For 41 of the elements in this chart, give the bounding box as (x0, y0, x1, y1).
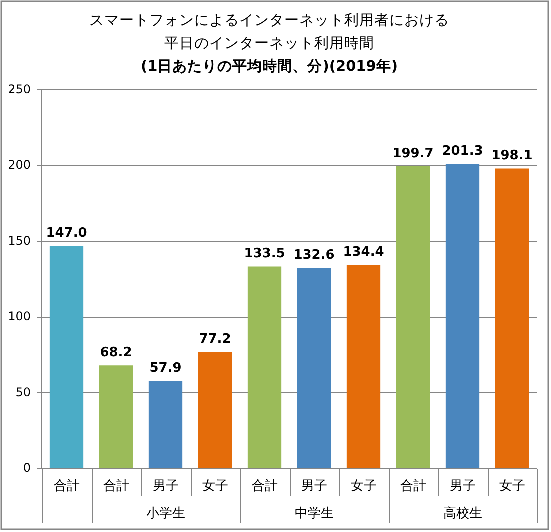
y-tick-label: 0 (23, 461, 31, 476)
text: 中学生 (294, 506, 334, 522)
bar (148, 381, 183, 468)
data-label: 199.7 (392, 146, 434, 162)
data-label: 134.4 (343, 245, 384, 260)
y-tick-label: 100 (8, 310, 31, 324)
data-label: 201.3 (442, 144, 484, 159)
x-tick-label: 合計 (54, 479, 80, 494)
x-tick-label: 女子 (202, 479, 228, 494)
data-label: 198.1 (492, 148, 533, 164)
bar (346, 265, 381, 468)
text: 小学生 (146, 506, 186, 522)
bar (248, 266, 282, 468)
x-tick-label: 男子 (301, 479, 328, 494)
data-label: 147.0 (46, 226, 88, 242)
bar (50, 246, 84, 468)
chart-title: スマートフォンによるインターネット利用者における平日のインターネット利用時間 (90, 12, 450, 52)
bar (495, 168, 530, 468)
y-tick-label: 200 (8, 158, 31, 172)
bar (396, 166, 430, 468)
data-label: 133.5 (244, 246, 286, 262)
data-label: 132.6 (294, 248, 335, 263)
bar (446, 164, 480, 468)
data-label: 77.2 (199, 332, 232, 347)
chart-subtitle: (1日あたりの平均時間、分)(2019年) (141, 58, 398, 75)
x-tick-label: 合計 (252, 479, 278, 494)
x-tick-label: 合計 (400, 479, 426, 494)
y-tick-label: 150 (8, 234, 31, 248)
x-tick-label: 女子 (499, 479, 526, 494)
bar (198, 352, 232, 468)
data-label: 57.9 (150, 361, 182, 376)
x-tick-label: 男子 (450, 479, 476, 494)
bar (99, 366, 134, 468)
y-tick-label: 250 (8, 82, 31, 96)
y-tick-label: 50 (16, 385, 31, 400)
x-tick-label: 女子 (350, 479, 377, 494)
x-tick-label: 合計 (103, 479, 130, 494)
x-tick-label: 男子 (152, 479, 179, 494)
data-label: 68.2 (100, 346, 132, 361)
bar (297, 268, 332, 468)
text: 高校生 (443, 505, 482, 522)
